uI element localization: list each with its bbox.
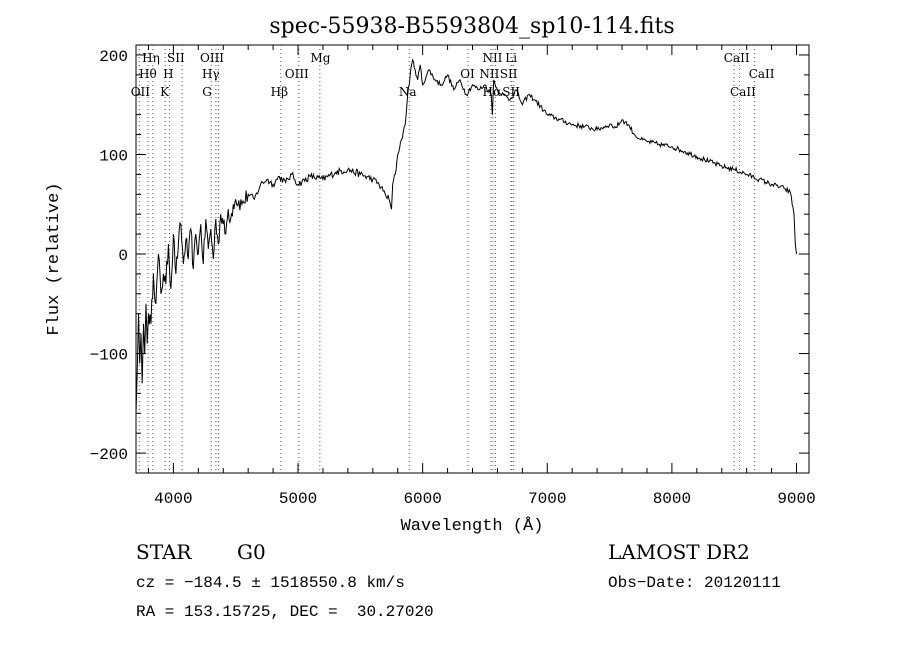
x-tick-labels: 4000 5000 6000 7000 8000 9000 [154, 490, 816, 508]
spectral-line-label: Hθ [139, 67, 157, 81]
class-label: STAR [136, 540, 192, 564]
spectral-line-label: SII [500, 67, 518, 81]
spectral-line-label: CaII [730, 85, 756, 99]
y-tick-label: −100 [90, 347, 128, 365]
plot-frame [135, 44, 810, 474]
spectral-line-label: SII [167, 51, 185, 65]
spectral-line-label: K [160, 85, 170, 99]
spectral-line-label: NII [482, 51, 502, 65]
spectral-line-label: Hγ [202, 67, 220, 81]
spectral-line-label: SII [502, 85, 520, 99]
x-tick-label: 8000 [653, 490, 691, 508]
spectral-line-label: Hβ [271, 85, 288, 99]
spectral-line-label: NII [479, 67, 499, 81]
spectral-line-label: H [163, 67, 173, 81]
spectral-line-label: Mg [310, 51, 330, 65]
subclass-label: G0 [237, 540, 266, 564]
axis-ticks [136, 45, 809, 473]
spectral-line-label: OIII [285, 67, 309, 81]
y-tick-label: 100 [99, 147, 128, 165]
spectral-line-label: G [202, 85, 212, 99]
y-axis-label: Flux (relative) [45, 182, 64, 335]
x-tick-label: 4000 [154, 490, 192, 508]
y-tick-labels: −200 −100 0 100 200 [90, 48, 128, 464]
obs-date: Obs−Date: 20120111 [608, 574, 781, 592]
survey-label: LAMOST DR2 [608, 540, 750, 564]
spectral-line-label: OIII [200, 51, 224, 65]
cz-line: cz = −184.5 ± 1518550.8 km/s [136, 574, 405, 592]
y-tick-label: −200 [90, 446, 128, 464]
x-tick-label: 7000 [528, 490, 566, 508]
spectral-line-label: OI [460, 67, 475, 81]
chart-title: spec-55938-B5593804_sp10-114.fits [269, 14, 674, 39]
spectral-line-label: Li [505, 51, 517, 65]
spectral-line-label: CaII [749, 67, 775, 81]
flux-series-line [135, 58, 797, 414]
x-tick-label: 5000 [279, 490, 317, 508]
x-tick-label: 9000 [777, 490, 815, 508]
flux-series [135, 58, 797, 414]
spectral-line-label: CaII [724, 51, 750, 65]
spectral-line-markers [138, 45, 755, 473]
y-tick-label: 200 [99, 48, 128, 66]
x-tick-label: 6000 [403, 490, 441, 508]
spectral-line-label: Hη [142, 51, 160, 65]
ra-dec-line: RA = 153.15725, DEC = 30.27020 [136, 603, 434, 621]
x-axis-label: Wavelength (Å) [401, 517, 544, 536]
y-tick-label: 0 [118, 247, 128, 265]
spectral-line-label: OII [131, 85, 151, 99]
